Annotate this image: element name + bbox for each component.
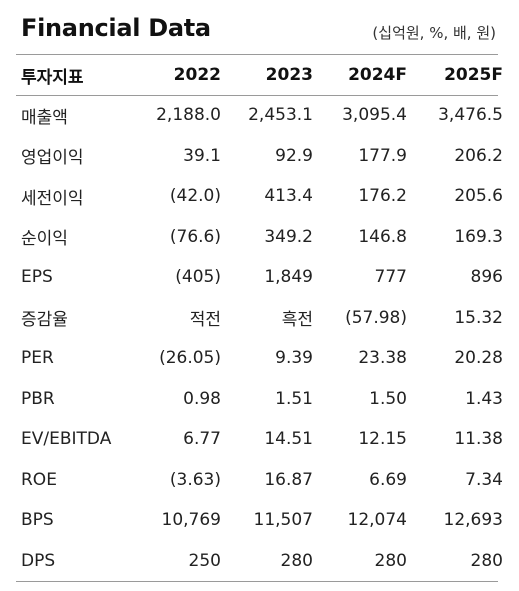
table-row: 증감율 적전 흑전 (57.98) 15.32 [16, 298, 504, 339]
cell-2022: 250 [188, 550, 221, 571]
table-row: 세전이익 (42.0) 413.4 176.2 205.6 [16, 176, 504, 217]
cell-2024f: 280 [374, 550, 407, 571]
cell-2024f: 146.8 [358, 226, 407, 247]
top-rule [16, 54, 498, 55]
table-row: ROE (3.63) 16.87 6.69 7.34 [16, 460, 504, 501]
cell-metric: PBR [21, 388, 55, 409]
cell-2022: 10,769 [161, 510, 221, 531]
cell-2022: (42.0) [169, 186, 221, 207]
cell-2022: (76.6) [169, 226, 221, 247]
cell-metric: 증감율 [21, 310, 68, 331]
cell-2024f: 12.15 [358, 429, 407, 450]
cell-2023: 2,453.1 [248, 105, 313, 126]
bottom-rule [16, 581, 498, 582]
cell-2022: (405) [175, 267, 221, 288]
cell-2025f: 280 [470, 550, 503, 571]
cell-metric: PER [21, 348, 54, 369]
cell-metric: 세전이익 [21, 188, 84, 209]
cell-2022: (3.63) [169, 469, 221, 490]
header-cell-2022: 2022 [173, 65, 221, 85]
cell-2025f: 169.3 [454, 226, 503, 247]
cell-2022: 6.77 [183, 429, 221, 450]
cell-metric: EV/EBITDA [21, 429, 112, 450]
cell-metric: 영업이익 [21, 148, 84, 169]
financial-table: 투자지표 2022 2023 2024F 2025F 매출액 2,188.0 2,4… [16, 55, 504, 581]
table-row: EPS (405) 1,849 777 896 [16, 257, 504, 298]
table-title: Financial Data [21, 14, 211, 42]
header-rule [16, 95, 498, 96]
cell-2023: 16.87 [264, 469, 313, 490]
cell-2024f: (57.98) [345, 307, 407, 328]
header-cell-2023: 2023 [265, 65, 313, 85]
cell-2025f: 206.2 [454, 145, 503, 166]
cell-2025f: 3,476.5 [438, 105, 503, 126]
cell-2025f: 896 [470, 267, 503, 288]
cell-2022: (26.05) [159, 348, 221, 369]
cell-2022: 적전 [189, 310, 221, 331]
cell-2025f: 7.34 [465, 469, 503, 490]
cell-metric: 매출액 [21, 107, 68, 128]
cell-2025f: 15.32 [454, 307, 503, 328]
header-row: 투자지표 2022 2023 2024F 2025F [16, 55, 504, 95]
cell-2025f: 1.43 [465, 388, 503, 409]
cell-2023: 280 [280, 550, 313, 571]
header-cell-2025f: 2025F [444, 65, 503, 85]
cell-2023: 9.39 [275, 348, 313, 369]
cell-2023: 92.9 [275, 145, 313, 166]
cell-metric: BPS [21, 510, 54, 531]
cell-2023: 413.4 [264, 186, 313, 207]
cell-2022: 0.98 [183, 388, 221, 409]
cell-2024f: 6.69 [369, 469, 407, 490]
cell-2023: 1.51 [275, 388, 313, 409]
table-row: 영업이익 39.1 92.9 177.9 206.2 [16, 136, 504, 177]
header-cell-2024f: 2024F [348, 65, 407, 85]
cell-2024f: 176.2 [358, 186, 407, 207]
header-cell-metric: 투자지표 [21, 67, 84, 88]
unit-note: (십억원, %, 배, 원) [372, 24, 496, 42]
cell-metric: ROE [21, 469, 57, 490]
table-row: EV/EBITDA 6.77 14.51 12.15 11.38 [16, 419, 504, 460]
cell-2025f: 205.6 [454, 186, 503, 207]
table-row: BPS 10,769 11,507 12,074 12,693 [16, 500, 504, 541]
cell-2024f: 777 [374, 267, 407, 288]
cell-2023: 1,849 [264, 267, 313, 288]
cell-2024f: 23.38 [358, 348, 407, 369]
table-row: DPS 250 280 280 280 [16, 541, 504, 582]
cell-2023: 349.2 [264, 226, 313, 247]
cell-2024f: 12,074 [347, 510, 407, 531]
cell-2025f: 12,693 [443, 510, 503, 531]
cell-2025f: 11.38 [454, 429, 503, 450]
table-row: 매출액 2,188.0 2,453.1 3,095.4 3,476.5 [16, 95, 504, 136]
cell-2024f: 1.50 [369, 388, 407, 409]
table-body: 매출액 2,188.0 2,453.1 3,095.4 3,476.5 영업이익 39.1 9… [16, 95, 504, 581]
cell-2025f: 20.28 [454, 348, 503, 369]
cell-2024f: 177.9 [358, 145, 407, 166]
table-row: PBR 0.98 1.51 1.50 1.43 [16, 379, 504, 420]
cell-metric: DPS [21, 550, 56, 571]
cell-2023: 흑전 [281, 310, 313, 331]
table-row: 순이익 (76.6) 349.2 146.8 169.3 [16, 217, 504, 258]
cell-2023: 14.51 [264, 429, 313, 450]
cell-2022: 39.1 [183, 145, 221, 166]
table-row: PER (26.05) 9.39 23.38 20.28 [16, 338, 504, 379]
cell-metric: EPS [21, 267, 53, 288]
cell-2024f: 3,095.4 [342, 105, 407, 126]
cell-metric: 순이익 [21, 229, 68, 250]
cell-2022: 2,188.0 [156, 105, 221, 126]
cell-2023: 11,507 [253, 510, 313, 531]
